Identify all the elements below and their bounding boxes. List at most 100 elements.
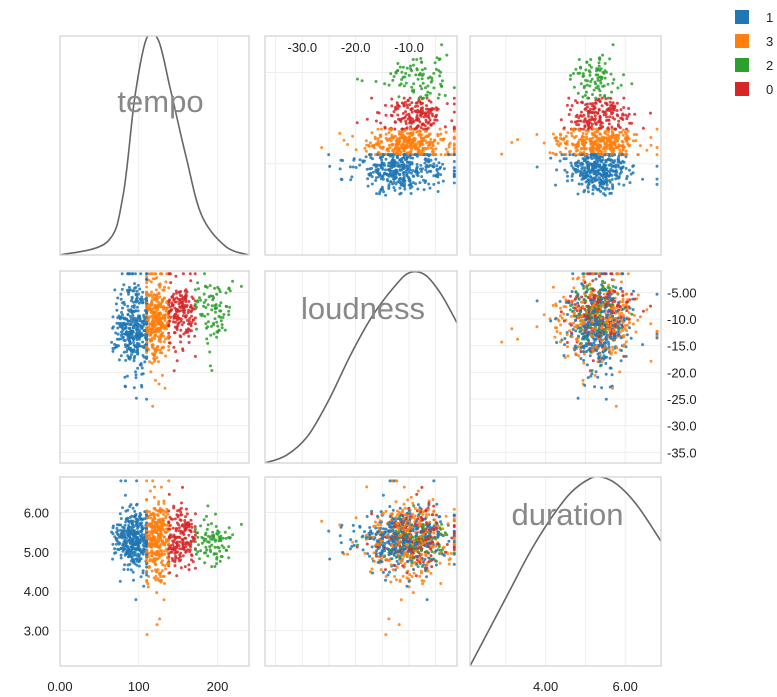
point-series-2 [602, 84, 606, 88]
point-series-1 [137, 525, 141, 528]
point-series-1 [145, 277, 149, 281]
point-series-2 [227, 313, 231, 317]
point-series-3 [569, 149, 572, 153]
point-series-3 [160, 299, 164, 303]
point-series-3 [153, 359, 157, 363]
point-series-1 [436, 175, 440, 179]
point-series-1 [605, 186, 609, 190]
point-series-3 [589, 290, 593, 294]
point-series-3 [623, 324, 627, 327]
point-series-1 [580, 153, 584, 157]
point-series-0 [577, 123, 581, 127]
point-series-1 [123, 535, 127, 539]
point-series-0 [193, 525, 197, 529]
point-series-1 [141, 569, 145, 573]
point-series-3 [163, 535, 166, 539]
point-series-0 [409, 125, 413, 129]
point-series-3 [167, 286, 171, 290]
point-series-3 [589, 149, 593, 153]
point-series-3 [145, 285, 149, 289]
point-series-0 [428, 118, 432, 122]
point-series-3 [378, 134, 382, 137]
point-series-1 [127, 292, 130, 296]
point-series-1 [387, 161, 391, 165]
point-series-2 [387, 83, 391, 87]
point-series-2 [220, 326, 224, 330]
point-series-1 [118, 579, 122, 583]
point-series-2 [206, 303, 210, 307]
point-series-2 [588, 63, 591, 67]
point-series-1 [579, 357, 583, 360]
point-series-1 [114, 537, 118, 541]
point-series-3 [148, 322, 151, 326]
point-series-1 [114, 551, 118, 555]
point-series-1 [419, 163, 423, 167]
point-series-3 [161, 288, 165, 292]
point-series-3 [157, 301, 161, 304]
point-series-2 [596, 78, 600, 82]
point-series-0 [418, 109, 422, 113]
point-series-3 [556, 139, 560, 143]
point-series-3 [583, 285, 587, 289]
point-series-3 [592, 303, 596, 307]
point-series-2 [227, 287, 231, 291]
point-series-1 [129, 549, 133, 553]
point-series-1 [372, 163, 376, 167]
point-series-3 [160, 551, 164, 555]
kde-curve-tempo [60, 36, 249, 255]
point-series-0 [427, 112, 431, 116]
point-series-1 [599, 190, 603, 193]
point-series-0 [173, 306, 177, 310]
point-series-3 [147, 293, 151, 297]
point-series-0 [396, 113, 400, 117]
point-series-3 [638, 315, 642, 319]
point-series-0 [422, 127, 425, 131]
point-series-2 [401, 65, 405, 69]
point-series-0 [608, 115, 612, 119]
point-series-1 [140, 385, 144, 389]
point-series-0 [392, 110, 396, 114]
point-series-1 [382, 153, 386, 157]
point-series-0 [609, 272, 613, 276]
point-series-3 [626, 129, 630, 133]
point-series-3 [152, 515, 156, 519]
point-series-2 [224, 291, 228, 295]
point-series-0 [417, 98, 421, 102]
point-series-1 [125, 374, 129, 378]
point-series-1 [416, 187, 420, 191]
point-series-1 [123, 563, 127, 567]
point-series-3 [444, 130, 448, 134]
point-series-0 [177, 526, 181, 530]
point-series-1 [624, 345, 628, 349]
point-series-3 [402, 134, 406, 138]
point-series-1 [128, 272, 132, 276]
point-series-0 [586, 120, 590, 124]
point-series-1 [619, 287, 623, 291]
point-series-3 [165, 272, 169, 276]
point-series-2 [227, 556, 231, 560]
point-series-1 [609, 366, 613, 370]
point-series-1 [402, 162, 406, 166]
point-series-2 [383, 82, 387, 86]
point-series-1 [138, 547, 142, 551]
point-series-3 [516, 337, 520, 341]
point-series-0 [569, 294, 572, 298]
point-series-0 [607, 289, 611, 293]
point-series-3 [559, 133, 562, 137]
point-series-1 [408, 180, 412, 184]
point-series-3 [577, 276, 580, 280]
point-series-2 [579, 65, 582, 69]
point-series-3 [613, 307, 616, 311]
point-series-3 [610, 134, 614, 138]
point-series-1 [134, 326, 138, 330]
point-series-3 [585, 147, 588, 151]
point-series-0 [605, 103, 609, 107]
point-series-3 [163, 564, 167, 568]
point-series-2 [596, 304, 600, 308]
point-series-1 [586, 334, 590, 338]
point-series-0 [625, 127, 629, 131]
point-series-2 [221, 536, 225, 540]
point-series-3 [655, 127, 659, 131]
point-series-0 [625, 300, 629, 304]
point-series-3 [390, 133, 394, 137]
